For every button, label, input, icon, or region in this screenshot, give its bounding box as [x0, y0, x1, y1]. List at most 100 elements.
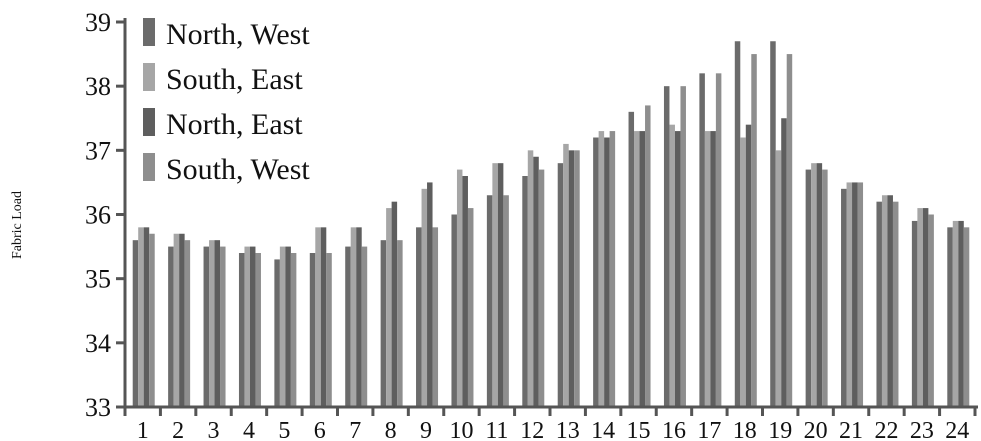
- bar: [533, 156, 539, 407]
- bar: [574, 150, 580, 407]
- bar: [947, 227, 953, 407]
- y-tick-label: 39: [85, 8, 111, 37]
- bar: [841, 188, 847, 407]
- x-tick-label: 2: [172, 418, 184, 441]
- bar: [397, 240, 403, 407]
- x-tick-label: 14: [591, 418, 615, 441]
- bar: [416, 227, 422, 407]
- bar: [745, 124, 752, 408]
- bar: [249, 246, 256, 407]
- x-tick-label: 1: [137, 418, 149, 441]
- x-tick-label: 10: [449, 418, 473, 441]
- bar: [279, 246, 286, 407]
- bar: [391, 201, 398, 407]
- legend-swatch: [143, 108, 155, 136]
- bar: [881, 195, 888, 407]
- bar: [770, 41, 776, 407]
- bar: [244, 246, 250, 407]
- bar: [852, 182, 858, 407]
- bar: [451, 214, 457, 407]
- bar: [699, 73, 705, 407]
- x-tick-label: 18: [733, 418, 757, 441]
- bar: [527, 150, 534, 407]
- y-tick-label: 36: [85, 201, 111, 230]
- bar: [492, 163, 498, 407]
- legend-label: South, West: [166, 153, 310, 186]
- bar: [740, 137, 746, 407]
- y-tick-label: 38: [85, 72, 111, 101]
- bar: [149, 233, 155, 407]
- x-tick-label: 4: [243, 418, 255, 441]
- x-tick-label: 22: [874, 418, 898, 441]
- bar: [805, 169, 812, 407]
- x-tick-label: 16: [662, 418, 686, 441]
- x-tick-label: 12: [520, 418, 544, 441]
- bar: [963, 227, 970, 407]
- x-tick-label: 24: [945, 418, 969, 441]
- bar: [386, 208, 392, 407]
- bar: [811, 163, 817, 407]
- legend-label: North, East: [166, 108, 303, 141]
- x-tick-label: 7: [349, 418, 361, 441]
- bar: [557, 163, 564, 407]
- bar: [503, 195, 509, 407]
- x-tick-label: 15: [627, 418, 651, 441]
- bar: [876, 201, 882, 407]
- bar: [674, 131, 681, 407]
- bar: [290, 253, 297, 407]
- y-tick-label: 34: [85, 329, 111, 358]
- bar: [522, 176, 528, 407]
- bar: [663, 86, 670, 408]
- bar: [645, 105, 651, 408]
- x-tick-label: 13: [556, 418, 580, 441]
- bar: [704, 131, 711, 407]
- bar: [911, 220, 918, 407]
- bar: [786, 54, 793, 407]
- bar: [781, 118, 787, 407]
- y-axis-title: Fabric Load: [10, 191, 25, 259]
- bar: [822, 169, 828, 407]
- bar: [892, 201, 899, 407]
- bar: [320, 227, 327, 407]
- y-tick-label: 37: [85, 136, 111, 165]
- legend-label: North, West: [166, 18, 310, 51]
- bar: [887, 195, 893, 407]
- bar: [775, 150, 782, 407]
- bar: [628, 111, 635, 407]
- bar: [179, 233, 185, 407]
- bar: [669, 124, 675, 408]
- bar: [350, 227, 357, 407]
- bar: [710, 131, 716, 407]
- bar: [309, 253, 316, 407]
- bar: [563, 143, 569, 408]
- bar: [958, 220, 964, 407]
- bar: [203, 246, 210, 407]
- bar: [168, 246, 174, 407]
- bar: [715, 73, 722, 407]
- bar: [456, 169, 463, 407]
- bar: [857, 182, 864, 407]
- bar: [486, 195, 493, 407]
- bar: [467, 208, 474, 407]
- bar: [568, 150, 575, 407]
- bar: [361, 246, 368, 407]
- bar: [917, 208, 923, 407]
- bar: [928, 214, 934, 407]
- bar: [214, 240, 221, 407]
- bar: [285, 246, 291, 407]
- x-tick-label: 23: [910, 418, 934, 441]
- bar: [604, 137, 610, 407]
- bar: [184, 240, 191, 407]
- bar: [356, 227, 362, 407]
- y-tick-label: 33: [85, 393, 111, 422]
- x-tick-label: 11: [485, 418, 508, 441]
- legend-label: South, East: [166, 63, 303, 96]
- bar: [421, 188, 428, 407]
- bar: [846, 182, 853, 407]
- bar: [209, 240, 215, 407]
- bar: [427, 182, 433, 407]
- x-tick-label: 19: [768, 418, 792, 441]
- x-tick-label: 6: [314, 418, 326, 441]
